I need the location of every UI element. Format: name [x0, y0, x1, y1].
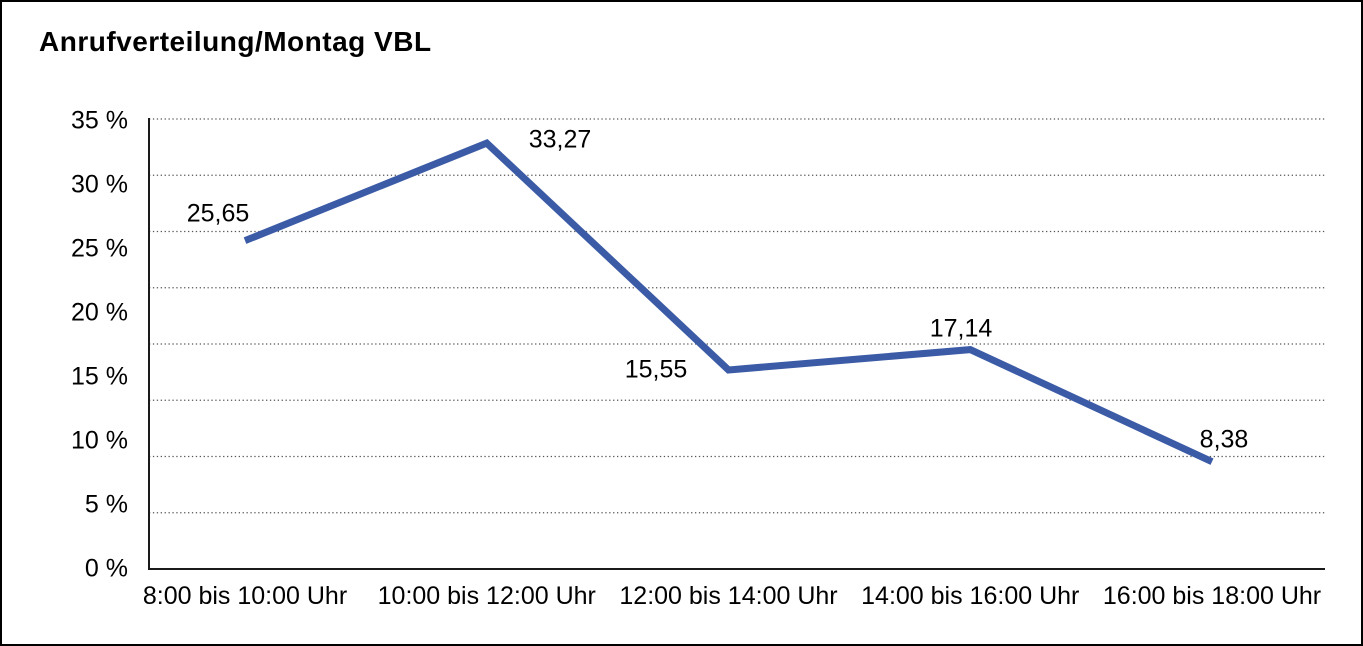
- y-axis-tick-label: 30 %: [71, 170, 128, 199]
- y-axis-tick-label: 25 %: [71, 234, 128, 263]
- x-axis-category-label: 12:00 bis 14:00 Uhr: [619, 582, 838, 610]
- chart-title: Anrufverteilung/Montag VBL: [39, 26, 432, 57]
- y-axis-tick-label: 5 %: [84, 490, 128, 519]
- x-axis-category-label: 14:00 bis 16:00 Uhr: [861, 582, 1080, 610]
- y-axis-tick-label: 35 %: [71, 106, 128, 135]
- x-axis-category-label: 10:00 bis 12:00 Uhr: [377, 582, 596, 610]
- data-point-label: 25,65: [186, 199, 250, 228]
- x-axis-category-label: 16:00 bis 18:00 Uhr: [1102, 582, 1322, 610]
- x-axis-category-label: 8:00 bis 10:00 Uhr: [142, 582, 348, 610]
- y-axis-tick-label: 10 %: [71, 426, 128, 455]
- y-axis-tick-label: 20 %: [71, 298, 128, 327]
- y-axis-tick-label: 15 %: [71, 362, 128, 391]
- data-point-label: 8,38: [1199, 425, 1249, 454]
- y-axis-tick-label: 0 %: [84, 554, 128, 583]
- data-point-label: 33,27: [528, 125, 592, 154]
- data-line: [243, 139, 1214, 465]
- data-point-label: 15,55: [624, 355, 688, 384]
- data-point-label: 17,14: [929, 314, 993, 343]
